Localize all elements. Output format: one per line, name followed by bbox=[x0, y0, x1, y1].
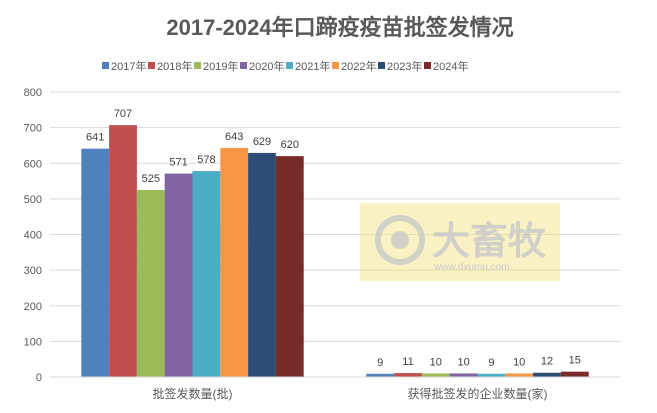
data-label: 578 bbox=[197, 154, 215, 166]
legend-swatch bbox=[240, 62, 247, 69]
data-label: 571 bbox=[169, 157, 187, 169]
data-label: 11 bbox=[402, 356, 413, 368]
data-label: 9 bbox=[377, 357, 383, 369]
bar bbox=[533, 372, 561, 377]
bar bbox=[275, 156, 304, 377]
gridlines: 0 100 200 300 400 500 600 700 800 bbox=[24, 87, 620, 384]
legend-swatch bbox=[194, 62, 201, 69]
y-tick-label: 800 bbox=[24, 87, 42, 99]
bar bbox=[449, 373, 478, 377]
bar bbox=[220, 147, 249, 377]
data-label: 10 bbox=[513, 356, 525, 368]
legend-label: 2021年 bbox=[295, 59, 330, 73]
data-label: 9 bbox=[488, 357, 494, 369]
data-label: 707 bbox=[114, 108, 132, 120]
bar bbox=[477, 373, 506, 377]
bar bbox=[560, 371, 589, 377]
legend: 2017年 2018年 2019年 2020年 2021年 2022年 2023年 2024年 bbox=[102, 59, 468, 73]
bar bbox=[421, 373, 450, 377]
legend-label: 2024年 bbox=[433, 59, 468, 73]
data-label: 641 bbox=[86, 132, 104, 144]
chart-title: 2017-2024年口蹄疫疫苗批签发情况 bbox=[166, 15, 513, 40]
data-labels: 641 707 525 571 578 643 629 620 9 11 10 10 9 10 12 15 bbox=[86, 108, 581, 369]
y-tick-label: 300 bbox=[24, 265, 42, 277]
legend-swatch bbox=[378, 62, 385, 69]
x-tick-label: 获得批签发的企业数量(家) bbox=[408, 386, 548, 401]
x-tick-label: 批签发数量(批) bbox=[153, 386, 233, 401]
x-axis: 批签发数量(批) 获得批签发的企业数量(家) bbox=[50, 376, 620, 401]
data-label: 620 bbox=[281, 139, 299, 151]
data-label: 643 bbox=[225, 131, 243, 143]
y-tick-label: 600 bbox=[24, 158, 42, 170]
watermark-logo-dot bbox=[391, 231, 409, 249]
legend-label: 2017年 bbox=[111, 59, 146, 73]
bar bbox=[109, 125, 137, 377]
y-tick-label: 500 bbox=[24, 194, 42, 206]
legend-swatch bbox=[148, 62, 155, 69]
bar bbox=[505, 373, 534, 377]
legend-swatch bbox=[102, 62, 109, 69]
legend-swatch bbox=[424, 62, 431, 69]
y-tick-label: 400 bbox=[24, 230, 42, 242]
data-label: 12 bbox=[541, 356, 553, 368]
bar bbox=[394, 373, 422, 377]
y-tick-label: 700 bbox=[24, 123, 42, 135]
data-label: 10 bbox=[430, 356, 442, 368]
bars bbox=[81, 125, 589, 377]
data-label: 629 bbox=[253, 136, 271, 148]
legend-label: 2019年 bbox=[203, 59, 238, 73]
watermark-brand: 大畜牧 bbox=[432, 221, 547, 263]
bar bbox=[164, 173, 193, 377]
data-label: 525 bbox=[142, 173, 160, 185]
bar bbox=[366, 373, 395, 377]
y-tick-label: 0 bbox=[36, 372, 42, 384]
legend-label: 2018年 bbox=[157, 59, 192, 73]
bar bbox=[136, 189, 165, 377]
bar bbox=[248, 152, 276, 377]
legend-label: 2022年 bbox=[341, 59, 376, 73]
watermark-url: www.dxumu.com bbox=[433, 262, 510, 273]
legend-label: 2020年 bbox=[249, 59, 284, 73]
bar bbox=[81, 148, 110, 377]
y-tick-label: 200 bbox=[24, 301, 42, 313]
legend-swatch bbox=[286, 62, 293, 69]
y-tick-label: 100 bbox=[24, 336, 42, 348]
bar bbox=[192, 171, 221, 377]
watermark-logo-icon bbox=[375, 215, 425, 265]
data-label: 10 bbox=[457, 356, 469, 368]
legend-swatch bbox=[332, 62, 339, 69]
legend-label: 2023年 bbox=[387, 59, 422, 73]
data-label: 15 bbox=[569, 355, 581, 367]
